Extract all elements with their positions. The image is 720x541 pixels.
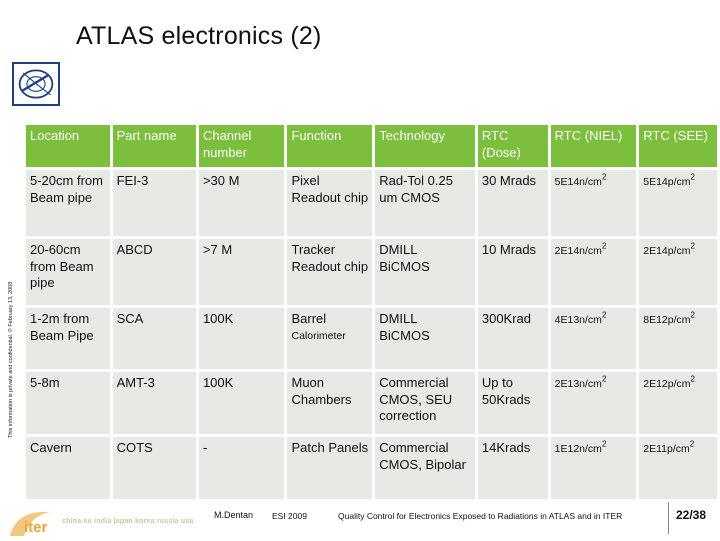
header-rtc-dose: RTC (Dose) bbox=[477, 125, 548, 167]
cell-location: 5-20cm from Beam pipe bbox=[26, 170, 110, 236]
slide-footer: iter china eu india japan korea russia u… bbox=[0, 500, 720, 540]
header-function: Function bbox=[287, 125, 373, 167]
cell-technology: DMILL BiCMOS bbox=[375, 239, 475, 305]
cell-niel: 1E12n/cm2 bbox=[550, 437, 637, 499]
slide-title: ATLAS electronics (2) bbox=[76, 22, 322, 50]
cell-technology: Commercial CMOS, SEU correction bbox=[375, 372, 475, 434]
cell-see: 2E14p/cm2 bbox=[639, 239, 717, 305]
cell-channels: >30 M bbox=[198, 170, 285, 236]
iter-members-text: china eu india japan korea russia usa bbox=[62, 518, 194, 525]
cell-location: Cavern bbox=[26, 437, 110, 499]
cell-see: 2E12p/cm2 bbox=[639, 372, 717, 434]
cell-location: 1-2m from Beam Pipe bbox=[26, 308, 110, 369]
cell-dose: 10 Mrads bbox=[477, 239, 548, 305]
cell-function: Patch Panels bbox=[287, 437, 373, 499]
function-line: Barrel bbox=[291, 311, 327, 326]
header-rtc-see: RTC (SEE) bbox=[639, 125, 717, 167]
cell-technology: Rad-Tol 0.25 um CMOS bbox=[375, 170, 475, 236]
cern-logo bbox=[12, 62, 60, 106]
cell-technology: DMILL BiCMOS bbox=[375, 308, 475, 369]
cell-part: SCA bbox=[112, 308, 196, 369]
cell-niel: 2E13n/cm2 bbox=[550, 372, 637, 434]
cell-part: FEI-3 bbox=[112, 170, 196, 236]
footer-author: M.Dentan bbox=[214, 510, 254, 520]
table-row: 5-20cm from Beam pipe FEI-3 >30 M Pixel … bbox=[26, 170, 717, 236]
cell-channels: - bbox=[198, 437, 285, 499]
function-line: Calorimeter bbox=[291, 329, 346, 342]
footer-description: Quality Control for Electronics Exposed … bbox=[338, 511, 623, 521]
footer-divider bbox=[668, 502, 669, 534]
cell-function: Muon Chambers bbox=[287, 372, 373, 434]
cell-niel: 4E13n/cm2 bbox=[550, 308, 637, 369]
cell-function: Barrel Calorimeter bbox=[287, 308, 373, 369]
cell-channels: 100K bbox=[198, 372, 285, 434]
table-row: 5-8m AMT-3 100K Muon Chambers Commercial… bbox=[26, 372, 717, 434]
svg-text:iter: iter bbox=[24, 519, 48, 536]
cell-part: COTS bbox=[112, 437, 196, 499]
cell-see: 8E12p/cm2 bbox=[639, 308, 717, 369]
cell-see: 2E11p/cm2 bbox=[639, 437, 717, 499]
cell-part: AMT-3 bbox=[112, 372, 196, 434]
table-row: 20-60cm from Beam pipe ABCD >7 M Tracker… bbox=[26, 239, 717, 305]
atlas-electronics-table: Location Part name Channel number Functi… bbox=[23, 122, 720, 502]
cell-function: Pixel Readout chip bbox=[287, 170, 373, 236]
header-channel-number: Channel number bbox=[198, 125, 285, 167]
cell-location: 5-8m bbox=[26, 372, 110, 434]
cell-dose: Up to 50Krads bbox=[477, 372, 548, 434]
header-technology: Technology bbox=[375, 125, 475, 167]
cell-niel: 2E14n/cm2 bbox=[550, 239, 637, 305]
page-number: 22/38 bbox=[676, 508, 707, 522]
cell-channels: 100K bbox=[198, 308, 285, 369]
cell-channels: >7 M bbox=[198, 239, 285, 305]
cell-dose: 300Krad bbox=[477, 308, 548, 369]
header-rtc-niel: RTC (NIEL) bbox=[550, 125, 637, 167]
table-row: 1-2m from Beam Pipe SCA 100K Barrel Calor… bbox=[26, 308, 717, 369]
header-part-name: Part name bbox=[112, 125, 196, 167]
cell-location: 20-60cm from Beam pipe bbox=[26, 239, 110, 305]
table-row: Cavern COTS - Patch Panels Commercial CM… bbox=[26, 437, 717, 499]
cell-part: ABCD bbox=[112, 239, 196, 305]
cell-niel: 5E14n/cm2 bbox=[550, 170, 637, 236]
cell-see: 5E14p/cm2 bbox=[639, 170, 717, 236]
confidentiality-note: This information is private and confiden… bbox=[8, 281, 14, 438]
cell-function: Tracker Readout chip bbox=[287, 239, 373, 305]
footer-conference: ESI 2009 bbox=[272, 511, 307, 521]
cell-dose: 30 Mrads bbox=[477, 170, 548, 236]
cell-dose: 14Krads bbox=[477, 437, 548, 499]
iter-logo: iter bbox=[10, 506, 58, 536]
table-header-row: Location Part name Channel number Functi… bbox=[26, 125, 717, 167]
cell-technology: Commercial CMOS, Bipolar bbox=[375, 437, 475, 499]
header-location: Location bbox=[26, 125, 110, 167]
